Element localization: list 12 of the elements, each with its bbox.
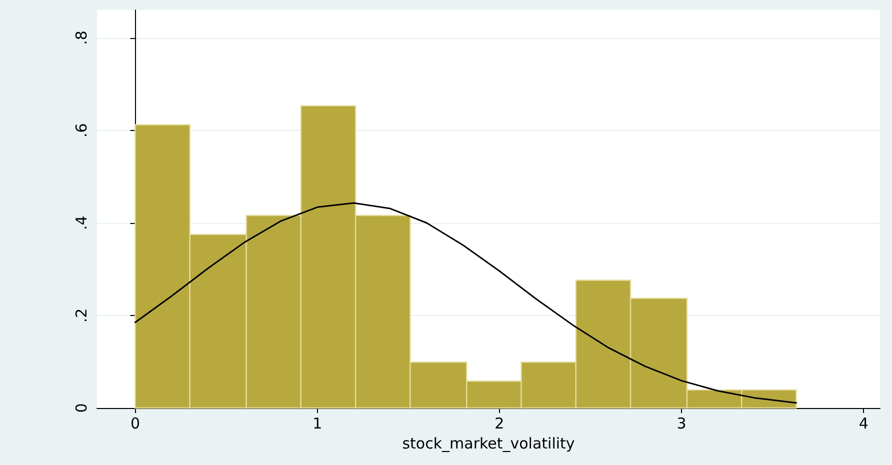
x-tick-label: 1 (312, 414, 322, 432)
x-tick-label: 0 (130, 414, 140, 432)
y-tick-label: .4 (72, 216, 90, 230)
y-tick-label: .8 (72, 30, 90, 45)
x-axis-title: stock_market_volatility (402, 434, 575, 452)
x-tick-label: 2 (494, 414, 504, 432)
y-tick-label: .2 (72, 308, 90, 323)
line-series (134, 202, 797, 404)
y-tick-label: .6 (72, 123, 90, 138)
x-tick-label: 3 (676, 414, 686, 432)
x-tick-label: 4 (858, 414, 868, 432)
y-tick-label: 0 (72, 403, 90, 413)
